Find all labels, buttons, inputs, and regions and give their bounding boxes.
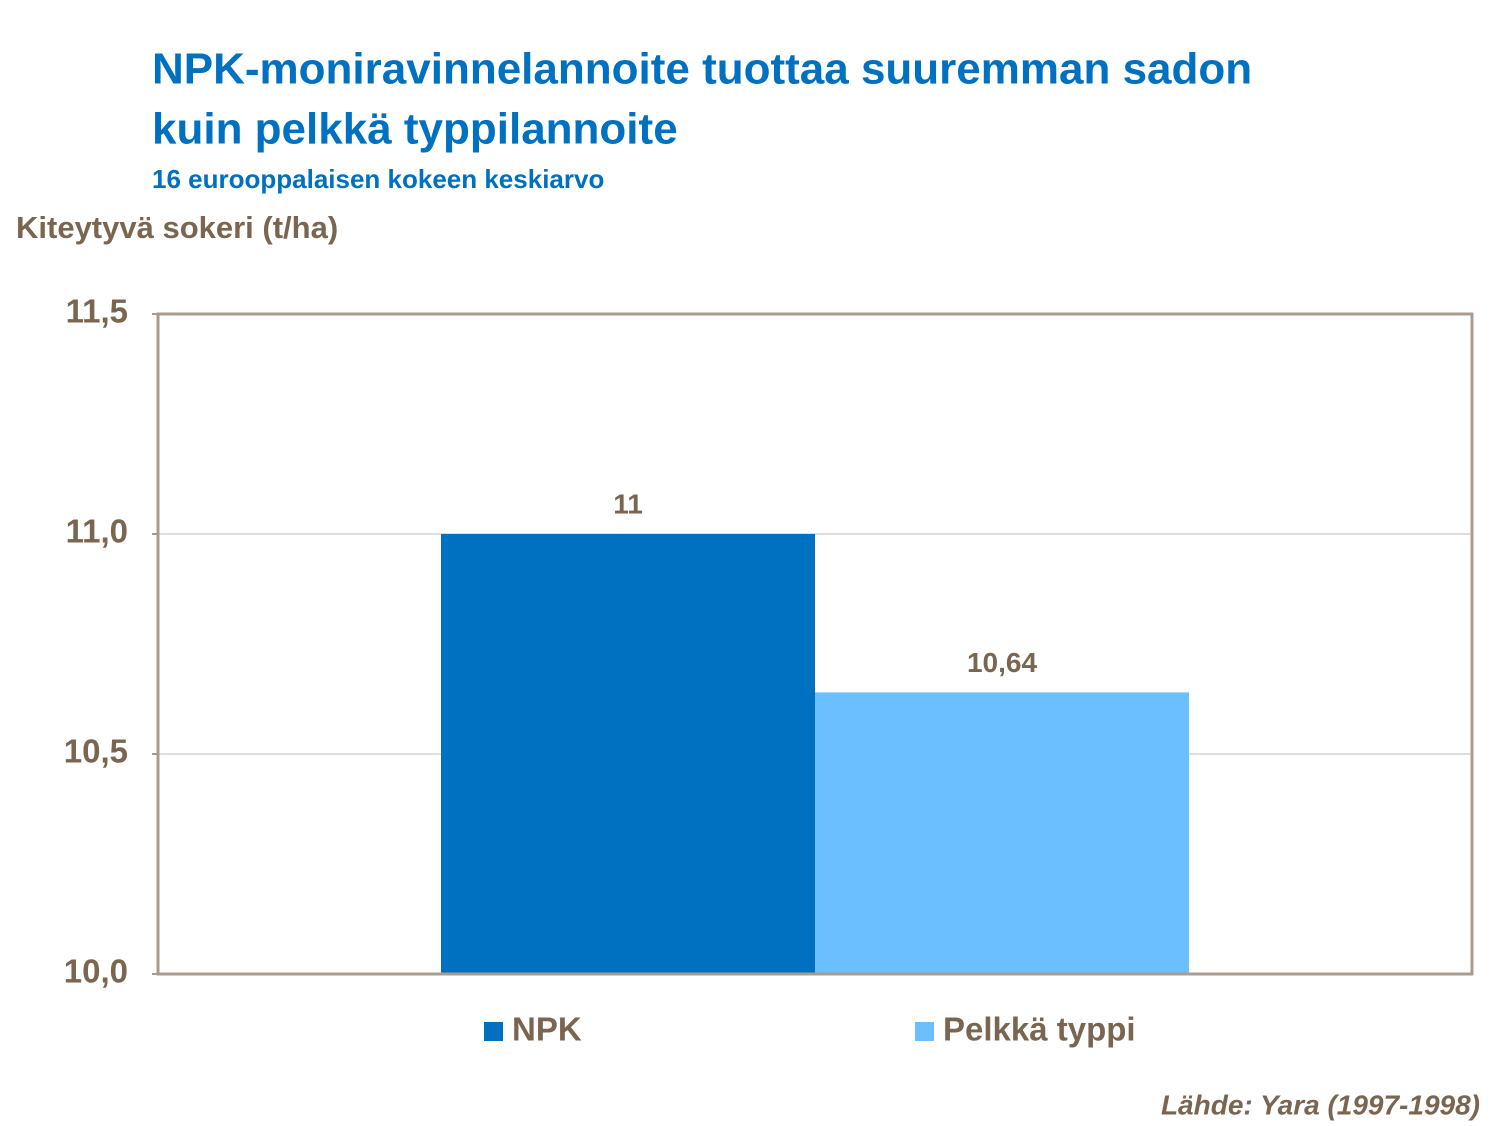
chart-subtitle: 16 eurooppalaisen kokeen keskiarvo: [152, 164, 604, 194]
legend-swatch: [915, 1022, 934, 1041]
y-tick-label: 10,0: [64, 953, 128, 990]
bar: [815, 692, 1189, 974]
legend-label: NPK: [512, 1011, 582, 1048]
chart-title: kuin pelkkä typpilannoite: [152, 105, 678, 154]
y-tick-label: 11,0: [66, 513, 128, 550]
chart-title: NPK-moniravinnelannoite tuottaa suuremma…: [152, 45, 1252, 94]
legend-swatch: [484, 1022, 503, 1041]
y-axis-label: Kiteytyvä sokeri (t/ha): [16, 210, 338, 245]
bar: [441, 534, 815, 974]
legend-label: Pelkkä typpi: [943, 1011, 1136, 1048]
y-tick-label: 11,5: [66, 293, 128, 330]
plot-border: [156, 312, 1474, 976]
value-label: 11: [613, 488, 643, 519]
y-tick-label: 10,5: [64, 733, 128, 770]
source: Lähde: Yara (1997-1998): [1161, 1089, 1480, 1120]
value-label: 10,64: [967, 647, 1037, 678]
